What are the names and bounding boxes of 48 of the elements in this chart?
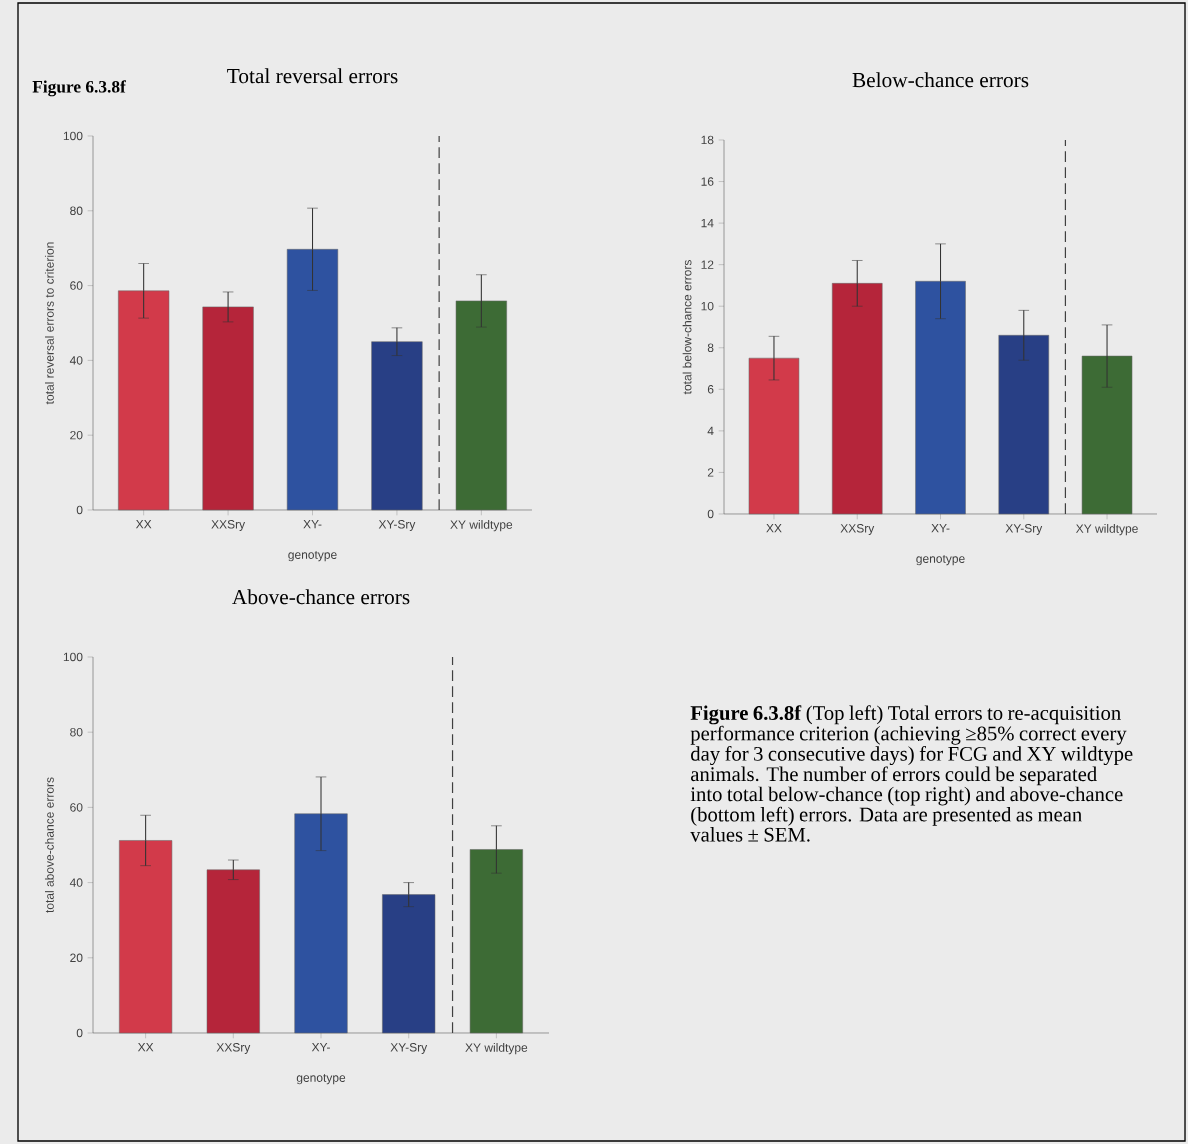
x-tick-label: XX xyxy=(766,524,782,533)
y-tick-label: 20 xyxy=(70,430,83,440)
x-tick-label: XX xyxy=(137,1043,154,1052)
y-tick-label: 80 xyxy=(70,727,83,737)
y-tick-label: 6 xyxy=(707,385,714,394)
y-tick-label: 100 xyxy=(63,131,83,141)
x-tick-label: XY- xyxy=(931,524,950,533)
x-axis-title: genotype xyxy=(916,555,965,566)
y-tick-label: 40 xyxy=(69,356,83,365)
x-tick-label: XY wildtype xyxy=(1075,524,1138,536)
y-tick-label: 100 xyxy=(63,652,83,662)
y-axis-title: total above-chance errors xyxy=(44,777,54,913)
x-tick-label: XY-Sry xyxy=(390,1043,428,1054)
y-tick-label: 16 xyxy=(701,177,714,186)
text: Figure 6.3.8f (Top left) Total errors to re-acquisition performance criterion (achieving ≥85% correct every day for 3 consecutive days) for FCG and XY wildtype animals. The number of errors could be separated into total below-chance (top right) and above-chance (bottom left) errors. Data are presented as mean values ± SEM. xyxy=(690,705,1133,842)
x-tick-label: XXSry xyxy=(211,520,246,531)
x-tick-label: XXSry xyxy=(216,1043,251,1054)
y-tick-label: 18 xyxy=(701,135,714,145)
x-tick-label: XY- xyxy=(311,1043,330,1052)
y-axis-title: total reversal errors to criterion xyxy=(44,242,54,405)
x-tick-label: XY wildtype xyxy=(450,520,513,532)
y-tick-label: 2 xyxy=(707,468,714,477)
y-tick-label: 0 xyxy=(76,505,83,515)
x-tick-label: XY wildtype xyxy=(465,1043,528,1055)
y-tick-label: 14 xyxy=(701,218,714,228)
x-tick-label: XX xyxy=(135,520,152,529)
x-tick-label: XY-Sry xyxy=(378,520,416,531)
y-tick-label: 60 xyxy=(70,803,83,812)
y-tick-label: 12 xyxy=(701,260,714,269)
y-tick-label: 0 xyxy=(707,509,714,519)
y-tick-label: 10 xyxy=(701,301,714,311)
y-tick-label: 80 xyxy=(70,206,83,216)
caption: Figure 6.3.8f xyxy=(32,80,126,97)
y-tick-label: 4 xyxy=(707,426,714,435)
y-tick-label: 20 xyxy=(70,953,83,963)
y-tick-label: 60 xyxy=(70,281,83,290)
x-tick-label: XY- xyxy=(303,520,322,529)
x-tick-label: XY-Sry xyxy=(1005,524,1043,535)
y-axis-title: total below-chance errors xyxy=(682,260,692,395)
x-tick-label: XXSry xyxy=(840,524,875,535)
x-axis-title: genotype xyxy=(288,551,337,562)
chart-title: Total reversal errors xyxy=(227,68,398,84)
y-tick-label: 40 xyxy=(69,878,83,887)
chart-title: Above-chance errors xyxy=(232,589,410,605)
chart-title: Below-chance errors xyxy=(852,72,1029,88)
y-tick-label: 0 xyxy=(76,1028,83,1038)
y-tick-label: 8 xyxy=(707,343,714,353)
x-axis-title: genotype xyxy=(296,1074,346,1085)
